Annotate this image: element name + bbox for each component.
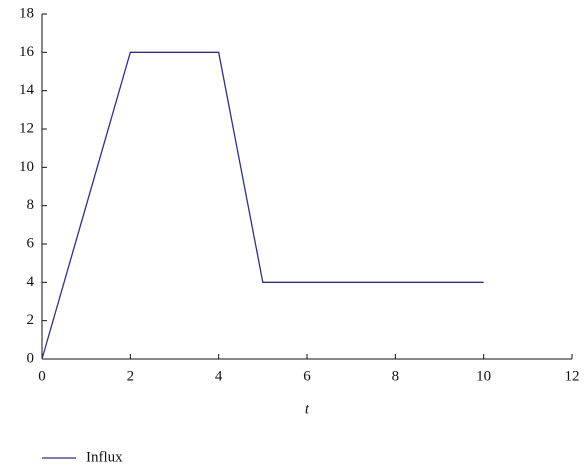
x-tick-label: 12 — [565, 368, 580, 384]
x-axis-label: t — [305, 401, 310, 417]
series-line — [41, 51, 484, 360]
x-tick-label: 2 — [127, 368, 135, 384]
y-tick-label: 12 — [19, 120, 34, 136]
y-tick-label: 18 — [19, 5, 34, 21]
x-tick-label: 8 — [392, 368, 400, 384]
y-tick-label: 8 — [27, 197, 35, 213]
y-tick-label: 4 — [27, 274, 35, 290]
legend-label: Influx — [86, 449, 123, 465]
y-tick-label: 2 — [27, 312, 35, 328]
y-tick-label: 16 — [19, 44, 35, 60]
y-tick-label: 0 — [27, 350, 35, 366]
x-tick-label: 10 — [476, 368, 491, 384]
y-tick-label: 14 — [19, 82, 35, 98]
x-tick-label: 6 — [303, 368, 311, 384]
x-tick-label: 0 — [38, 368, 46, 384]
y-tick-label: 6 — [27, 235, 35, 251]
x-tick-label: 4 — [215, 368, 223, 384]
y-tick-label: 10 — [19, 159, 34, 175]
